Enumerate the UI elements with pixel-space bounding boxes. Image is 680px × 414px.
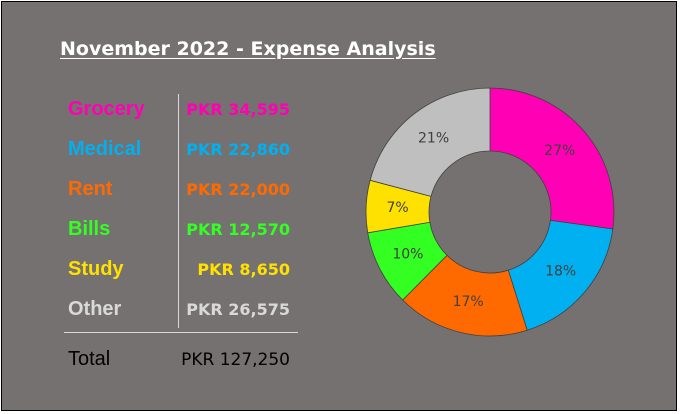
chart-title: November 2022 - Expense Analysis [60, 38, 436, 60]
label-bills: Bills [68, 218, 111, 240]
slice-label-rent: 17% [453, 294, 484, 310]
value-other: PKR 26,575 [186, 300, 290, 319]
value-bills: PKR 12,570 [186, 220, 290, 239]
label-study: Study [68, 258, 124, 280]
slice-other [369, 87, 491, 197]
horizontal-divider [64, 332, 298, 333]
total-label: Total [68, 348, 111, 370]
slice-label-medical: 18% [545, 264, 576, 280]
label-grocery: Grocery [68, 98, 145, 120]
slice-label-other: 21% [418, 131, 449, 147]
label-medical: Medical [68, 138, 142, 160]
slice-label-study: 7% [386, 200, 408, 216]
slice-medical [507, 219, 614, 331]
slice-grocery [489, 87, 615, 230]
slice-label-grocery: 27% [544, 143, 575, 159]
total-value: PKR 127,250 [181, 350, 290, 370]
value-rent: PKR 22,000 [186, 180, 290, 199]
vertical-divider [178, 94, 179, 328]
label-rent: Rent [68, 178, 113, 200]
slice-label-bills: 10% [392, 247, 423, 263]
value-medical: PKR 22,860 [186, 140, 290, 159]
donut-chart: 27% 18% 17% 10% 7% 21% [365, 87, 615, 337]
value-grocery: PKR 34,595 [186, 100, 290, 119]
value-study: PKR 8,650 [197, 260, 290, 279]
label-other: Other [68, 298, 122, 320]
